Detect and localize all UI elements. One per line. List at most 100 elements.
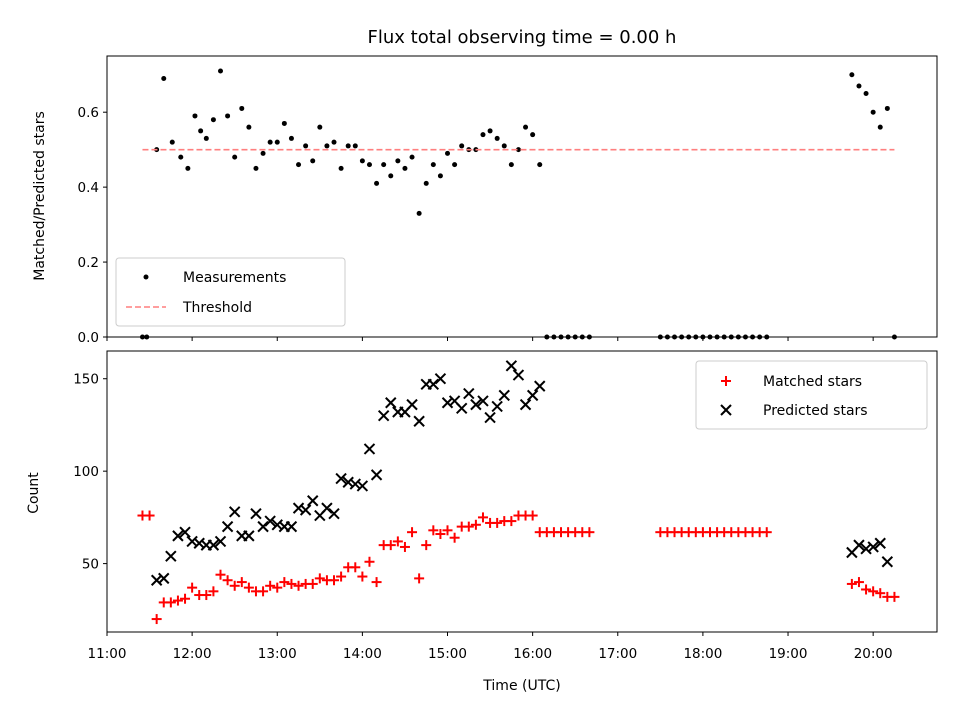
matched-stars-point [889,591,900,602]
measurements-point [501,143,507,149]
matched-stars-point [272,582,283,593]
matched-stars-point [265,580,276,591]
top-y-axis-label: Matched/Predicted stars [32,111,48,281]
legend-predicted-marker [720,404,732,416]
measurements-point [487,128,493,134]
bottom-plot-marks [137,360,900,625]
predicted-stars-point [526,389,539,402]
predicted-stars-point [860,543,872,555]
matched-stars-point [329,575,340,586]
measurements-point [178,154,184,160]
matched-stars-point [435,529,446,540]
matched-stars-point [463,521,474,532]
measurements-point [714,334,720,340]
measurements-point [679,334,685,340]
predicted-stars-point [271,519,283,531]
measurements-point [693,334,699,340]
measurements-point [672,334,678,340]
top-panel: Flux total observing time = 0.00 h 0.00.… [32,27,938,346]
legend-measurements-label: Measurements [183,270,286,286]
legend-predicted-label: Predicted stars [763,403,868,419]
matched-stars-point [868,586,879,597]
measurements-point [494,135,500,141]
matched-stars-point [428,525,439,536]
predicted-stars-point [470,398,482,411]
predicted-stars-point [342,476,354,488]
matched-stars-point [222,575,233,586]
measurements-point [169,139,175,145]
measurements-point [551,334,557,340]
bottom-x-axis-label: Time (UTC) [482,678,560,694]
measurements-point [331,139,337,145]
matched-stars-point [314,573,325,584]
predicted-stars-point [498,389,510,402]
matched-stars-point [371,577,382,588]
predicted-stars-point [874,537,886,549]
measurements-point [359,158,365,164]
matched-stars-point [172,595,183,606]
bottom-legend: Matched stars Predicted stars [695,360,928,430]
predicted-stars-point [321,502,333,514]
bottom-x-tick-label: 14:00 [343,646,382,662]
measurements-point [764,334,770,340]
measurements-point [728,334,734,340]
matched-stars-point [286,578,297,589]
measurements-point [572,334,578,340]
measurements-point [366,162,372,168]
measurements-point [288,135,294,141]
predicted-stars-point [363,443,376,455]
top-plot-marks [139,68,897,340]
predicted-stars-point [250,507,262,520]
measurements-point [459,143,465,149]
measurements-point [721,334,727,340]
matched-stars-point [293,580,304,591]
predicted-stars-point [307,495,319,507]
measurements-point [863,90,869,96]
matched-stars-point [243,582,254,593]
predicted-stars-point [356,480,369,492]
predicted-stars-point [179,526,191,538]
bottom-x-tick-label: 16:00 [513,646,552,662]
bottom-y-tick-label: 150 [73,372,99,388]
measurements-point [139,334,145,340]
predicted-stars-point [207,539,220,551]
predicted-stars-point [370,469,383,481]
predicted-stars-point [413,415,425,427]
measurements-point [218,68,224,74]
matched-stars-point [258,586,269,597]
measurements-point [423,180,429,186]
matched-stars-point [492,517,503,528]
predicted-stars-point [257,520,269,533]
measurements-point [437,173,443,179]
measurements-point [586,334,592,340]
matched-stars-point [875,588,886,599]
measurements-point [657,334,663,340]
measurements-point [686,334,692,340]
bottom-x-tick-label: 13:00 [258,646,297,662]
predicted-stars-point [455,402,468,415]
measurements-point [317,124,323,130]
matched-stars-point [187,582,198,593]
predicted-stars-point [406,398,418,411]
measurements-point [480,132,486,138]
matched-stars-point [407,527,418,538]
matched-stars-point [357,571,368,582]
matched-stars-point [853,577,864,588]
measurements-point [515,147,521,153]
matched-stars-point [846,578,857,589]
legend-matched-marker [721,376,731,386]
measurements-point [281,120,287,126]
bottom-plot-frame [106,350,938,633]
predicted-stars-point [186,535,198,548]
predicted-stars-point [243,530,255,542]
predicted-stars-point [853,539,865,551]
measurements-point [750,334,756,340]
measurements-point [409,154,415,160]
measurements-point [430,162,436,168]
measurements-point [849,72,855,78]
top-legend: Measurements Threshold [115,257,346,327]
matched-stars-point [229,580,240,591]
legend-matched-label: Matched stars [763,374,862,390]
